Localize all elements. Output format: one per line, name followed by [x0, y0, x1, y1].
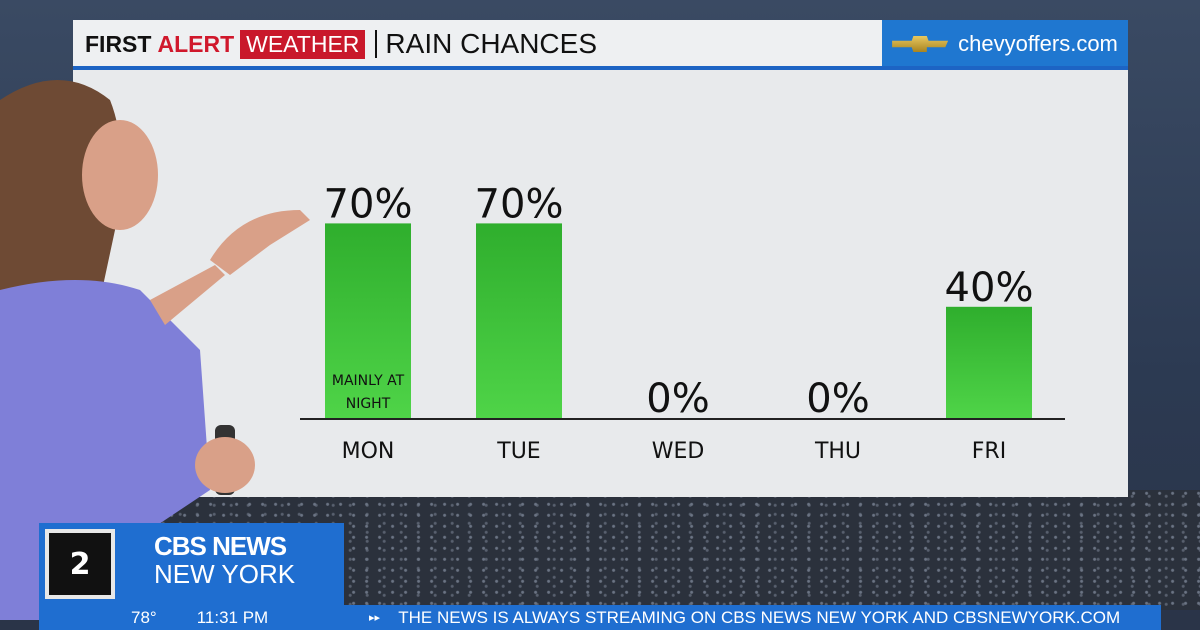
- bar-fri: [946, 306, 1032, 418]
- header-underline: [73, 66, 1128, 70]
- news-ticker: 78° 11:31 PM ▸▸ THE NEWS IS ALWAYS STREA…: [39, 605, 1161, 630]
- ticker-temperature: 78°: [131, 607, 157, 627]
- sponsor-text: chevyoffers.com: [958, 31, 1118, 56]
- category-label-mon: MON: [342, 439, 395, 464]
- bar-mon: [325, 223, 411, 418]
- category-label-thu: THU: [814, 439, 861, 464]
- station-name: CBS NEWS: [154, 531, 287, 561]
- sponsor-badge: chevyoffers.com: [882, 20, 1128, 68]
- brand-alert: ALERT: [157, 30, 235, 57]
- bar-annotation: MAINLY AT: [332, 373, 405, 389]
- ticker-arrow-icon: ▸▸: [369, 612, 381, 624]
- data-label-mon: 70%: [324, 181, 413, 227]
- divider: [375, 30, 378, 58]
- bar-tue: [476, 223, 562, 418]
- cbs2-logo: 2: [45, 529, 115, 599]
- brand-first: FIRST: [85, 30, 152, 57]
- data-label-fri: 40%: [945, 265, 1034, 311]
- data-label-thu: 0%: [806, 376, 869, 422]
- category-label-wed: WED: [652, 439, 705, 464]
- brand-weather: WEATHER: [240, 29, 366, 59]
- category-label-fri: FRI: [972, 439, 1006, 464]
- bar-annotation: NIGHT: [346, 396, 391, 412]
- category-label-tue: TUE: [496, 439, 540, 464]
- data-label-tue: 70%: [475, 181, 564, 227]
- ticker-message: THE NEWS IS ALWAYS STREAMING ON CBS NEWS…: [398, 607, 1121, 627]
- ticker-time: 11:31 PM: [196, 607, 269, 627]
- station-bug: 2 CBS NEWS NEW YORK: [39, 523, 344, 605]
- graphic-header: FIRST ALERT WEATHER RAIN CHANCES chevyof…: [73, 20, 1128, 68]
- station-city: NEW YORK: [154, 559, 296, 589]
- chart-panel: [73, 70, 1128, 497]
- data-label-wed: 0%: [646, 376, 709, 422]
- graphic-title: RAIN CHANCES: [385, 28, 598, 59]
